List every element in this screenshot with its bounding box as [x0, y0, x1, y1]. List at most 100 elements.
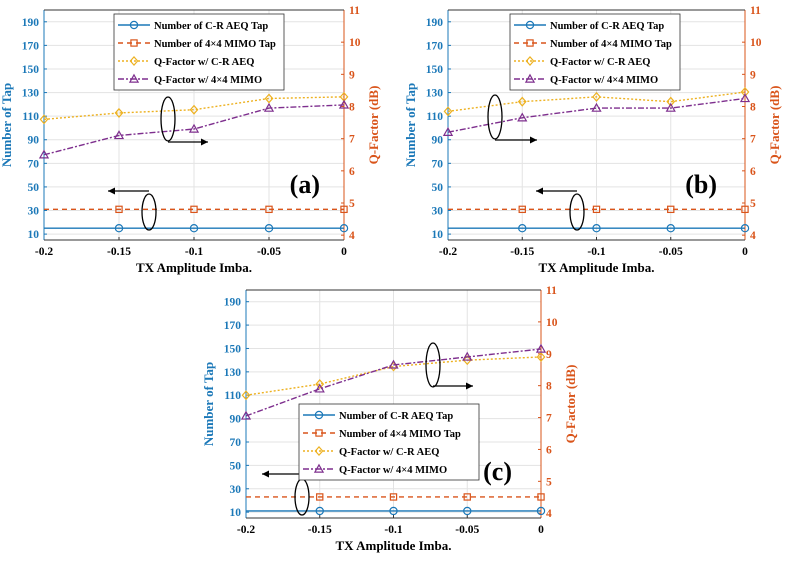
x-tick-label: -0.1: [587, 246, 605, 258]
y-left-tick-label: 90: [230, 414, 242, 426]
y-left-tick-label: 90: [28, 135, 40, 147]
x-tick-label: 0: [341, 246, 347, 258]
series-4-marker: [113, 130, 125, 140]
y-right-tick-label: 10: [349, 37, 361, 49]
series-2-marker: [340, 205, 348, 214]
x-tick-label: -0.1: [384, 524, 402, 536]
y-right-tick-label: 7: [750, 134, 756, 146]
y-left-tick-label: 10: [230, 507, 242, 519]
series-2-marker: [537, 493, 545, 501]
x-tick-label: 0: [538, 524, 544, 536]
annotation-ellipse: [160, 96, 176, 142]
y-right-tick-label: 5: [349, 198, 355, 210]
series-2-marker: [463, 493, 471, 501]
x-axis-label: TX Amplitude Imba.: [539, 260, 655, 275]
series-line-3: [245, 356, 542, 396]
legend-label: Q-Factor w/ 4×4 MIMO: [339, 465, 447, 476]
series-4-marker: [338, 99, 350, 109]
y-left-tick-label: 170: [426, 40, 444, 52]
y-right-tick-label: 6: [750, 166, 756, 178]
series-3-marker: [241, 390, 251, 401]
chart-panel-2: -0.2 -0.15 -0.1 -0.05 0 10 30 50 70 90 110 130 150 17…: [403, 5, 782, 275]
y-left-tick-label: 10: [432, 229, 444, 241]
y-left-tick-label: 110: [224, 390, 241, 402]
x-tick-label: -0.05: [455, 524, 479, 536]
series-2-marker: [667, 205, 675, 214]
annotation-arrow-head: [262, 470, 269, 478]
series-4-marker: [739, 93, 751, 103]
series-1-marker: [592, 224, 601, 233]
series-1-marker: [114, 224, 124, 233]
y-right-tick-label: 4: [349, 230, 355, 242]
legend-label: Q-Factor w/ C-R AEQ: [550, 57, 650, 68]
series-4-marker: [517, 112, 528, 122]
y-right-axis-label: Q-Factor (dB): [366, 86, 381, 165]
y-left-tick-label: 170: [224, 320, 242, 332]
series-line-4: [43, 104, 345, 156]
series-3-marker: [443, 106, 453, 117]
x-tick-label: -0.15: [107, 246, 131, 258]
y-left-tick-label: 30: [432, 206, 444, 218]
legend-swatch-marker: [525, 55, 535, 67]
y-left-tick-label: 170: [22, 40, 40, 52]
series-3-marker: [592, 91, 601, 102]
y-left-axis-label: Number of Tap: [403, 83, 418, 167]
series-4-marker: [38, 149, 50, 159]
annotation-arrow-head: [536, 187, 543, 195]
legend-swatch-marker: [315, 429, 323, 437]
y-left-tick-label: 190: [426, 17, 444, 29]
y-right-tick-label: 11: [349, 5, 360, 17]
annotation-arrow-head: [108, 187, 115, 195]
legend-box: [113, 13, 285, 91]
y-right-tick-label: 4: [750, 230, 756, 242]
x-tick-label: -0.05: [257, 246, 281, 258]
series-4-marker: [591, 102, 602, 112]
annotation-ellipse: [425, 342, 441, 388]
y-left-tick-label: 70: [230, 437, 242, 449]
series-1-marker: [264, 224, 274, 233]
legend-swatch-marker: [129, 55, 139, 67]
y-right-tick-label: 7: [349, 134, 355, 146]
legend-label: Number of 4×4 MIMO Tap: [550, 39, 672, 50]
panel-label: (c): [483, 457, 512, 486]
legend-swatch-marker: [525, 20, 535, 30]
series-2-marker: [265, 205, 273, 214]
y-right-tick-label: 6: [546, 444, 552, 456]
legend-swatch-marker: [313, 463, 325, 473]
legend-label: Number of C-R AEQ Tap: [550, 21, 664, 32]
y-left-tick-label: 190: [22, 17, 40, 29]
series-2-marker: [115, 205, 123, 214]
series-4-marker: [388, 359, 399, 369]
series-4-marker: [188, 123, 200, 133]
legend-swatch-marker: [314, 445, 324, 457]
annotation-arrow-head: [530, 136, 537, 144]
annotation-arrow-head: [466, 382, 473, 390]
y-left-tick-label: 130: [426, 88, 444, 100]
series-2-marker: [389, 493, 398, 501]
x-tick-label: 0: [742, 246, 748, 258]
legend-label: Number of C-R AEQ Tap: [154, 21, 268, 32]
y-right-tick-label: 9: [750, 69, 756, 81]
y-left-tick-label: 50: [28, 182, 40, 194]
legend-swatch-marker: [129, 20, 139, 30]
y-right-axis-label: Q-Factor (dB): [563, 365, 578, 444]
y-right-tick-label: 8: [750, 102, 756, 114]
x-axis-label: TX Amplitude Imba.: [336, 538, 452, 553]
legend-swatch-marker: [130, 39, 138, 47]
series-1-marker: [740, 224, 750, 233]
y-left-tick-label: 50: [432, 182, 444, 194]
y-left-tick-label: 110: [426, 111, 443, 123]
series-2-marker: [741, 205, 749, 214]
y-right-tick-label: 10: [546, 317, 558, 329]
series-2-marker: [190, 205, 198, 214]
annotation-ellipse: [487, 94, 503, 140]
x-tick-label: -0.15: [308, 524, 332, 536]
series-1-marker: [536, 506, 546, 516]
chart-panel-3: -0.2 -0.15 -0.1 -0.05 0 10 30 50 70 90 110 130 150 17…: [201, 285, 578, 553]
legend-label: Number of 4×4 MIMO Tap: [339, 429, 461, 440]
y-left-tick-label: 10: [28, 229, 40, 241]
y-left-tick-label: 30: [230, 484, 242, 496]
legend-label: Number of C-R AEQ Tap: [339, 411, 453, 422]
series-line-3: [447, 91, 746, 113]
x-tick-label: -0.2: [237, 524, 255, 536]
